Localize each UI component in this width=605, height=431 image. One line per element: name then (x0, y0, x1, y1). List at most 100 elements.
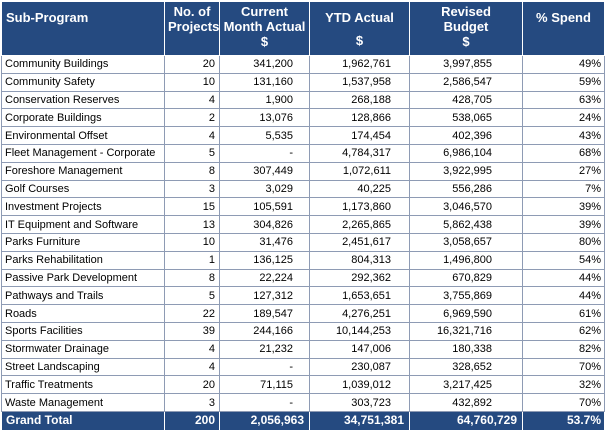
cell-sub-program: Sports Facilities (1, 321, 165, 341)
total-current-month: 2,056,963 (219, 410, 310, 431)
cell-ytd: 1,962,761 (309, 55, 410, 74)
cell-projects: 20 (164, 375, 220, 395)
cell-ytd: 2,451,617 (309, 232, 410, 252)
cell-current-month: 131,160 (219, 72, 310, 92)
cell-projects: 8 (164, 268, 220, 288)
cell-current-month: - (219, 357, 310, 377)
cell-sub-program: Fleet Management - Corporate (1, 143, 165, 163)
table-row: Fleet Management - Corporate 5-4,784,317 6… (1, 143, 605, 163)
cell-projects: 5 (164, 286, 220, 306)
cell-revised-budget: 556,286 (409, 179, 523, 199)
cell-spend: 68% (522, 143, 605, 163)
cell-revised-budget: 1,496,800 (409, 250, 523, 270)
cell-ytd: 174,454 (309, 126, 410, 145)
cell-current-month: 304,826 (219, 215, 310, 234)
header-current-line1: Current (241, 4, 288, 19)
header-current-line2: Month Actual (223, 19, 306, 34)
cell-current-month: 307,449 (219, 161, 310, 181)
cell-current-month: 127,312 (219, 286, 310, 306)
table-row: Traffic Treatments 20 71,115 1,039,012 3,217… (1, 375, 605, 395)
cell-sub-program: Conservation Reserves (1, 90, 165, 110)
cell-sub-program: Community Buildings (1, 55, 165, 74)
table-body: Community Buildings 20 341,200 1,962,761 3,9… (1, 55, 605, 412)
cell-sub-program: Community Safety (1, 72, 165, 92)
table-row: Pathways and Trails 5 127,312 1,653,651 3,75… (1, 286, 605, 306)
cell-spend: 44% (522, 286, 605, 306)
cell-spend: 7% (522, 179, 605, 199)
cell-spend: 61% (522, 304, 605, 323)
cell-sub-program: Waste Management (1, 393, 165, 412)
header-projects-line2: Projects (168, 19, 220, 34)
cell-projects: 8 (164, 161, 220, 181)
header-ytd: YTD Actual $ (309, 1, 410, 56)
table-row: Conservation Reserves 4 1,900 268,188 428,70… (1, 90, 605, 110)
cell-spend: 39% (522, 197, 605, 217)
cell-ytd: 303,723 (309, 393, 410, 412)
cell-revised-budget: 670,829 (409, 268, 523, 288)
header-budget-line2: Budget (443, 19, 489, 34)
cell-ytd: 268,188 (309, 90, 410, 110)
cell-current-month: 71,115 (219, 375, 310, 395)
cell-revised-budget: 538,065 (409, 108, 523, 128)
cell-revised-budget: 432,892 (409, 393, 523, 412)
table-row: Community Safety 10 131,160 1,537,958 2,586,… (1, 72, 605, 92)
cell-ytd: 40,225 (309, 179, 410, 199)
cell-ytd: 1,072,611 (309, 161, 410, 181)
cell-sub-program: Pathways and Trails (1, 286, 165, 306)
cell-ytd: 10,144,253 (309, 321, 410, 341)
cell-projects: 22 (164, 304, 220, 323)
table-row: Investment Projects 15 105,591 1,173,860 3,0… (1, 197, 605, 217)
cell-projects: 13 (164, 215, 220, 234)
header-ytd-line1: YTD Actual (325, 10, 394, 25)
cell-revised-budget: 180,338 (409, 339, 523, 359)
cell-projects: 20 (164, 55, 220, 74)
cell-projects: 39 (164, 321, 220, 341)
cell-revised-budget: 328,652 (409, 357, 523, 377)
cell-projects: 10 (164, 72, 220, 92)
cell-spend: 59% (522, 72, 605, 92)
cell-spend: 32% (522, 375, 605, 395)
cell-sub-program: Parks Rehabilitation (1, 250, 165, 270)
cell-current-month: - (219, 143, 310, 163)
table-row: Waste Management 3-303,723 432,892 70% (1, 393, 605, 412)
cell-ytd: 128,866 (309, 108, 410, 128)
cell-spend: 80% (522, 232, 605, 252)
cell-ytd: 4,784,317 (309, 143, 410, 163)
cell-revised-budget: 3,997,855 (409, 55, 523, 74)
cell-current-month: 244,166 (219, 321, 310, 341)
table-row: Sports Facilities 39 244,166 10,144,253 16,3… (1, 321, 605, 341)
table-row: Parks Furniture 10 31,476 2,451,617 3,058,65… (1, 232, 605, 252)
table-row: Corporate Buildings 2 13,076 128,866 538,065… (1, 108, 605, 128)
cell-sub-program: Street Landscaping (1, 357, 165, 377)
cell-spend: 43% (522, 126, 605, 145)
cell-current-month: - (219, 393, 310, 412)
total-label: Grand Total (1, 410, 165, 431)
cell-projects: 1 (164, 250, 220, 270)
cell-current-month: 341,200 (219, 55, 310, 74)
cell-revised-budget: 3,217,425 (409, 375, 523, 395)
table-row: Roads 22 189,547 4,276,251 6,969,590 61% (1, 304, 605, 323)
table-row: IT Equipment and Software 13 304,826 2,265,… (1, 215, 605, 234)
cell-ytd: 4,276,251 (309, 304, 410, 323)
cell-spend: 82% (522, 339, 605, 359)
cell-projects: 2 (164, 108, 220, 128)
header-sub-program: Sub-Program (1, 1, 165, 56)
cell-revised-budget: 6,986,104 (409, 143, 523, 163)
cell-projects: 3 (164, 393, 220, 412)
cell-spend: 62% (522, 321, 605, 341)
header-current-month: Current Month Actual $ (219, 1, 310, 56)
cell-sub-program: Golf Courses (1, 179, 165, 199)
cell-current-month: 13,076 (219, 108, 310, 128)
cell-spend: 63% (522, 90, 605, 110)
header-current-unit: $ (260, 34, 269, 49)
cell-current-month: 136,125 (219, 250, 310, 270)
cell-projects: 10 (164, 232, 220, 252)
cell-revised-budget: 3,058,657 (409, 232, 523, 252)
total-revised-budget: 64,760,729 (409, 410, 523, 431)
cell-spend: 54% (522, 250, 605, 270)
cell-current-month: 189,547 (219, 304, 310, 323)
cell-current-month: 5,535 (219, 126, 310, 145)
header-budget-line1: Revised (441, 4, 491, 19)
cell-revised-budget: 3,755,869 (409, 286, 523, 306)
